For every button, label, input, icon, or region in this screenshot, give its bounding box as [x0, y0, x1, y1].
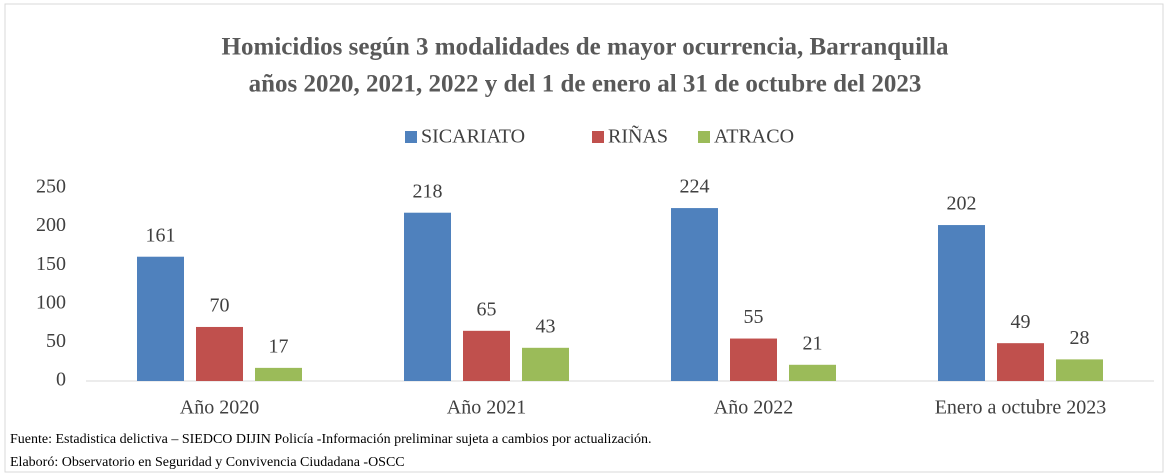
footer-credit: Elaboró: Observatorio en Seguridad y Con… — [10, 455, 405, 470]
data-label: 49 — [1011, 311, 1031, 333]
x-tick-label: Año 2022 — [714, 397, 793, 419]
bar — [255, 367, 302, 381]
legend-label: RIÑAS — [608, 124, 668, 148]
x-tick-label: Enero a octubre 2023 — [935, 397, 1107, 419]
data-label: 28 — [1070, 327, 1090, 349]
bar — [404, 212, 451, 381]
legend-swatch — [405, 131, 417, 143]
data-label: 161 — [146, 224, 176, 246]
bar — [997, 343, 1044, 381]
data-label: 21 — [803, 332, 823, 354]
chart-border — [4, 3, 1164, 473]
data-label: 55 — [744, 306, 764, 328]
y-tick-label: 100 — [36, 291, 66, 313]
bar — [671, 208, 718, 381]
data-label: 65 — [477, 298, 497, 320]
data-label: 218 — [413, 180, 443, 202]
data-label: 43 — [536, 315, 556, 337]
bar — [522, 347, 569, 381]
y-tick-label: 150 — [36, 253, 66, 275]
chart-title: Homicidios según 3 modalidades de mayor … — [222, 34, 949, 61]
y-tick-label: 200 — [36, 214, 66, 236]
x-tick-label: Año 2020 — [180, 397, 259, 419]
data-label: 70 — [210, 295, 230, 317]
y-tick-label: 0 — [56, 369, 66, 391]
bar — [730, 338, 777, 381]
data-label: 202 — [947, 193, 977, 215]
bar — [1056, 359, 1103, 381]
bar — [463, 330, 510, 381]
legend-label: SICARIATO — [421, 126, 525, 148]
legend-swatch — [592, 131, 604, 143]
legend-label: ATRACO — [714, 126, 794, 148]
bar — [137, 256, 184, 381]
data-label: 17 — [269, 335, 289, 357]
footer-source: Fuente: Estadistica delictiva – SIEDCO D… — [10, 432, 651, 447]
bar — [938, 225, 985, 381]
bar — [789, 364, 836, 381]
y-tick-label: 250 — [36, 176, 66, 198]
bar — [196, 326, 243, 381]
chart-title: años 2020, 2021, 2022 y del 1 de enero a… — [249, 71, 922, 98]
data-label: 224 — [680, 176, 710, 198]
y-tick-label: 50 — [46, 330, 66, 352]
x-tick-label: Año 2021 — [447, 397, 526, 419]
legend-swatch — [698, 131, 710, 143]
